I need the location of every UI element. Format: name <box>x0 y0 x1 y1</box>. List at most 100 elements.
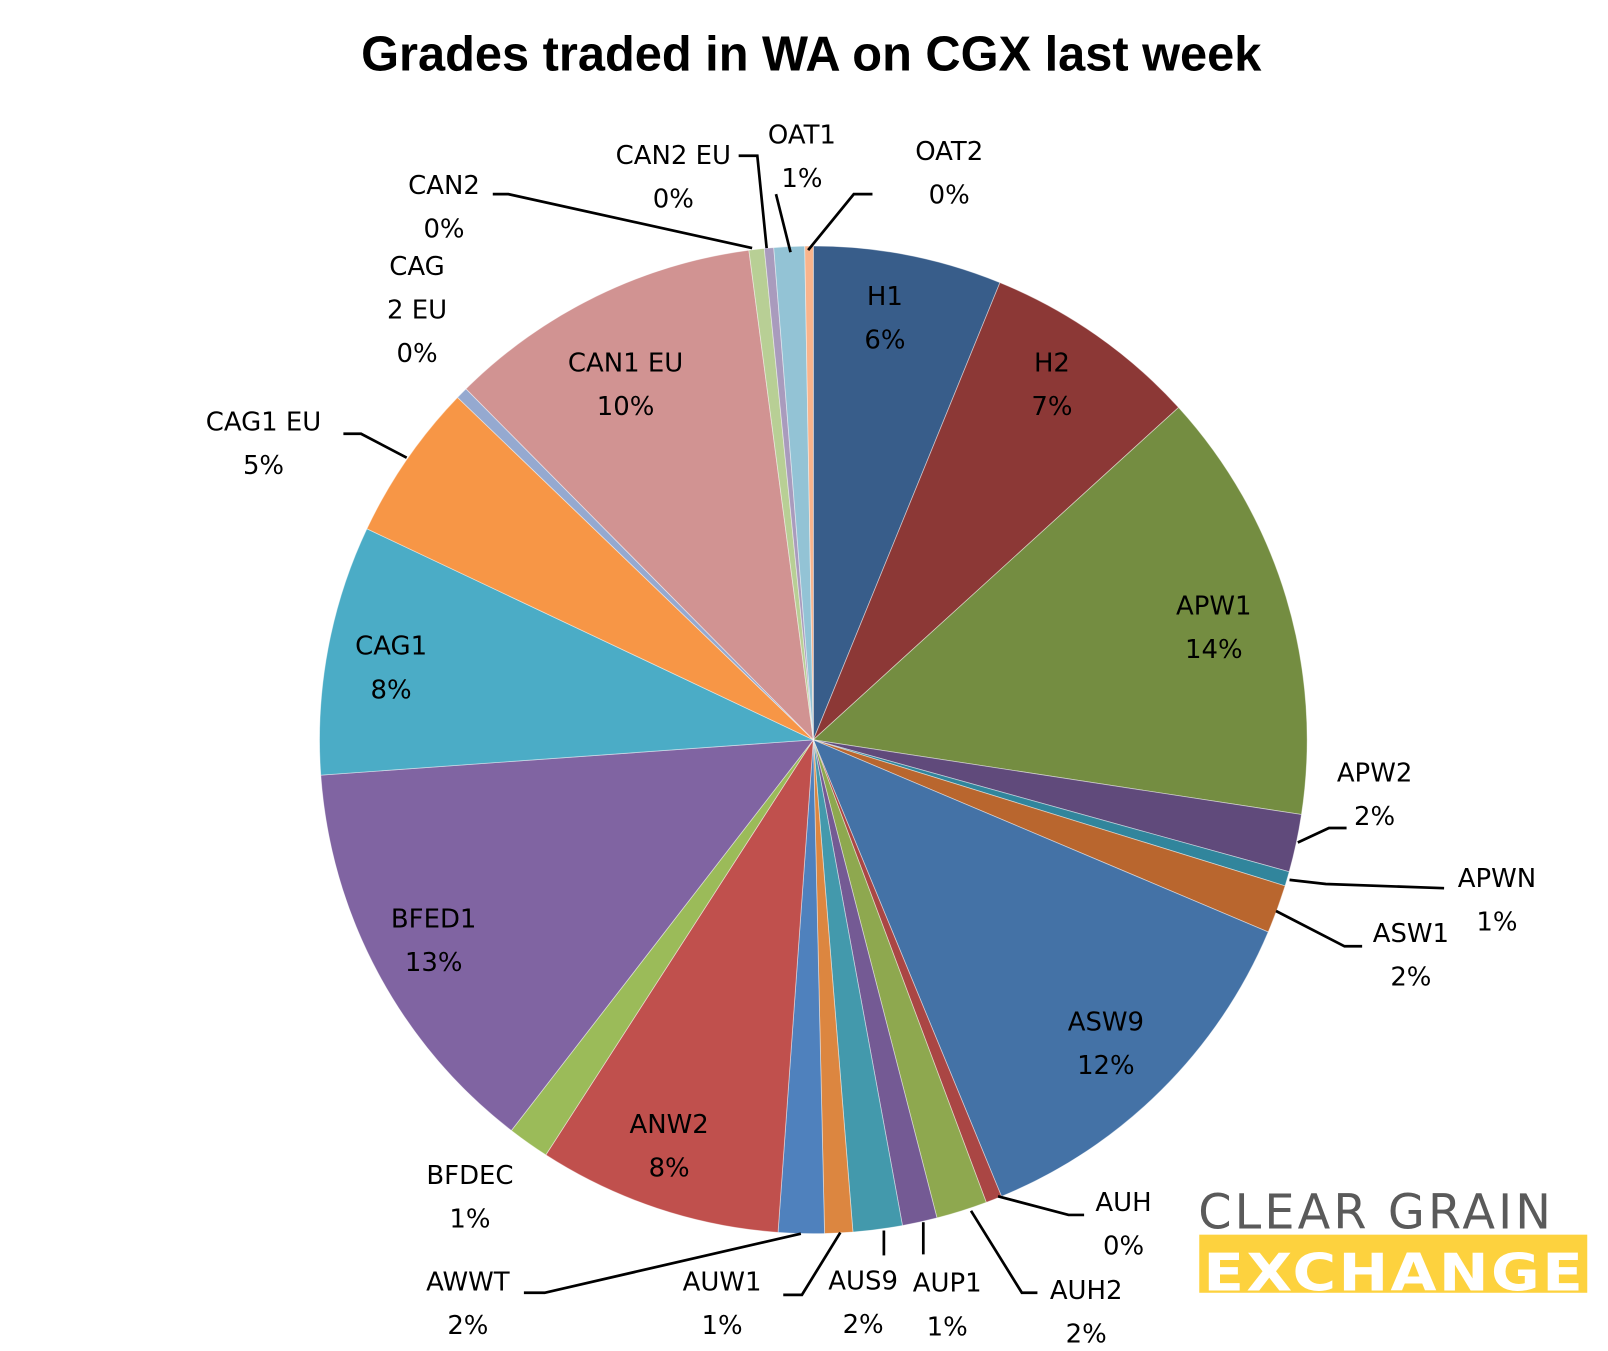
leader-line-can2-eu <box>738 154 768 249</box>
label-name: CAG1 <box>355 632 427 662</box>
logo-line-1: CLEAR GRAIN <box>1198 1185 1554 1240</box>
pie-slices <box>319 245 1308 1235</box>
label-name: CAN2 <box>408 171 480 201</box>
label-name: AUP1 <box>913 1269 982 1299</box>
label-name: CAN2 EU <box>616 141 731 171</box>
slice-asw9 <box>812 739 1269 1197</box>
label-percent: 2% <box>1354 802 1395 832</box>
data-label-oat2: OAT2 0% <box>915 137 983 211</box>
slice-cag1-eu <box>366 396 814 741</box>
logo-line-2: EXCHANGE <box>1203 1244 1585 1304</box>
leader-lines <box>343 154 1445 1297</box>
label-name: AWWT <box>426 1268 510 1298</box>
label-percent: 2% <box>447 1311 488 1341</box>
label-name: 2 EU <box>387 296 447 326</box>
label-percent: 2% <box>1066 1320 1107 1350</box>
label-name: OAT2 <box>915 137 983 167</box>
leader-line-awwt <box>523 1232 802 1295</box>
slice-h1 <box>812 245 1001 740</box>
leader-line-apw2 <box>1297 826 1347 844</box>
label-percent: 5% <box>243 451 284 481</box>
data-label-bfed1: BFED1 13% <box>391 905 477 979</box>
data-label-auw1: AUW1 1% <box>683 1268 762 1342</box>
clear-grain-exchange-logo: CLEAR GRAIN EXCHANGE <box>1198 1185 1588 1304</box>
data-label-awwt: AWWT 2% <box>426 1268 510 1342</box>
label-percent: 1% <box>781 164 822 194</box>
data-labels: H1 6%H2 7%APW1 14%APW2 2%APWN 1%ASW1 2%ASW9 12%… <box>206 120 1536 1349</box>
label-percent: 0% <box>1103 1231 1144 1261</box>
label-percent: 2% <box>843 1310 884 1340</box>
slice-anw2 <box>545 739 814 1233</box>
label-percent: 1% <box>701 1311 742 1341</box>
data-label-can2: CAN2 0% <box>408 171 480 245</box>
label-name: APW2 <box>1337 758 1413 788</box>
leader-line-can2 <box>492 192 753 250</box>
leader-line-apwn <box>1289 878 1445 890</box>
label-percent: 13% <box>405 948 463 978</box>
label-percent: 0% <box>929 180 970 210</box>
label-name: APWN <box>1458 864 1536 894</box>
label-name: ASW9 <box>1068 1007 1144 1037</box>
data-label-anw2: ANW2 8% <box>630 1110 709 1184</box>
slice-h2 <box>812 282 1180 741</box>
data-label-can1-eu: CAN1 EU 10% <box>568 349 683 423</box>
label-name: ANW2 <box>630 1110 709 1140</box>
slice-cag1 <box>319 528 815 776</box>
chart-title: Grades traded in WA on CGX last week <box>361 28 1262 82</box>
label-name: CAG <box>389 252 444 282</box>
label-percent: 0% <box>396 339 437 369</box>
data-label-asw1: ASW1 2% <box>1373 919 1449 993</box>
data-label-h1: H1 6% <box>864 282 905 356</box>
label-name: APW1 <box>1176 591 1252 621</box>
data-label-auh: AUH 0% <box>1095 1188 1151 1262</box>
leader-line-oat1 <box>774 193 792 253</box>
label-percent: 1% <box>927 1312 968 1342</box>
label-name: AUH <box>1095 1188 1151 1218</box>
leader-line-oat2 <box>807 192 873 252</box>
data-label-asw9: ASW9 12% <box>1068 1007 1144 1081</box>
leader-line-auh2 <box>969 1210 1038 1295</box>
label-name: AUH2 <box>1050 1276 1123 1306</box>
data-label-h2: H2 7% <box>1031 349 1072 423</box>
leader-line-cag1-eu <box>343 432 408 459</box>
label-percent: 1% <box>449 1204 490 1234</box>
label-name: H1 <box>867 282 903 312</box>
label-percent: 10% <box>597 392 655 422</box>
data-label-cag-2-eu: CAG 2 EU 0% <box>387 252 447 369</box>
data-label-aup1: AUP1 1% <box>913 1269 982 1343</box>
data-label-cag1: CAG1 8% <box>355 632 427 706</box>
leader-line-auw1 <box>783 1231 842 1297</box>
data-label-cag1-eu: CAG1 EU 5% <box>206 408 322 482</box>
label-name: AUS9 <box>828 1267 898 1297</box>
label-percent: 8% <box>649 1154 690 1184</box>
slice-bfed1 <box>320 739 815 1132</box>
data-label-apw1: APW1 14% <box>1176 591 1252 665</box>
label-percent: 12% <box>1077 1051 1135 1081</box>
label-name: OAT1 <box>768 120 836 150</box>
label-name: CAG1 EU <box>206 408 322 438</box>
label-name: ASW1 <box>1373 919 1449 949</box>
data-label-oat1: OAT1 1% <box>768 120 836 194</box>
data-label-apw2: APW2 2% <box>1337 758 1413 832</box>
data-label-apwn: APWN 1% <box>1458 864 1536 938</box>
data-label-aus9: AUS9 2% <box>828 1267 898 1341</box>
label-percent: 8% <box>371 675 412 705</box>
slice-oat2 <box>804 245 814 740</box>
leader-line-auh <box>997 1194 1085 1217</box>
slice-apw1 <box>812 406 1308 815</box>
leader-line-asw1 <box>1275 909 1363 948</box>
label-name: CAN1 EU <box>568 349 683 379</box>
label-name: BFDEC <box>426 1161 513 1191</box>
data-label-auh2: AUH2 2% <box>1050 1276 1123 1350</box>
data-label-can2-eu: CAN2 EU 0% <box>616 141 731 215</box>
label-percent: 7% <box>1031 392 1072 422</box>
label-percent: 6% <box>864 326 905 356</box>
label-percent: 14% <box>1185 635 1243 665</box>
label-name: AUW1 <box>683 1268 762 1298</box>
label-name: H2 <box>1034 349 1070 379</box>
label-name: BFED1 <box>391 905 477 935</box>
data-label-bfdec: BFDEC 1% <box>426 1161 513 1235</box>
label-percent: 1% <box>1476 908 1517 938</box>
label-percent: 2% <box>1390 963 1431 993</box>
